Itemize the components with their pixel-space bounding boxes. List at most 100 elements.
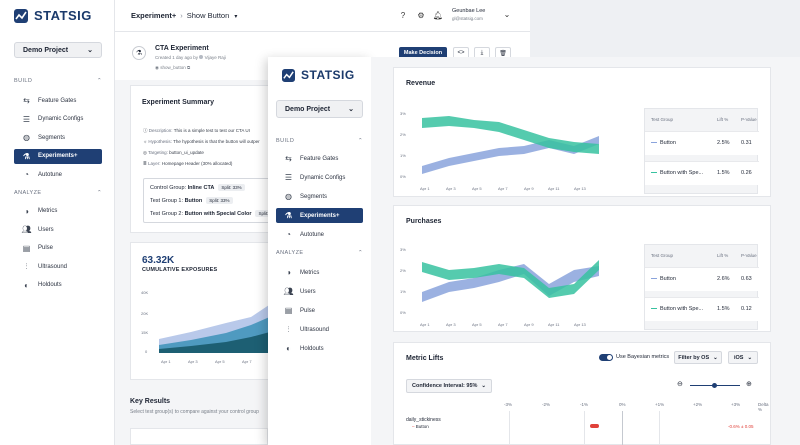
y-tick: 20K: [141, 311, 148, 316]
build-section-header[interactable]: BUILD ⌃: [276, 138, 363, 144]
x-tick: Apr 1: [161, 359, 171, 364]
x-tick: Apr 1: [420, 186, 430, 191]
lift-value: 1.5%: [717, 170, 730, 176]
sidebar-item-segments[interactable]: ◍ Segments: [14, 130, 102, 145]
build-section-header[interactable]: BUILD ⌃: [14, 78, 102, 84]
sidebar-item-experiments[interactable]: ⚗ Experiments+: [14, 148, 102, 164]
zoom-slider-handle[interactable]: [712, 383, 717, 388]
x-tick: Apr 1: [420, 322, 430, 327]
group-name: Button: [184, 198, 203, 204]
y-tick: 0: [145, 349, 148, 354]
sidebar-item-holdouts[interactable]: ◐ Holdouts: [276, 341, 363, 356]
sidebar-item-feature-gates[interactable]: ⇆ Feature Gates: [276, 151, 363, 166]
bell-icon[interactable]: 🔔︎: [432, 10, 444, 20]
breadcrumb-current[interactable]: Show Button: [186, 11, 230, 20]
exposures-card: 63.32K CUMULATIVE EXPOSURES 40K 20K 15K …: [130, 242, 281, 380]
chevron-down-icon[interactable]: ▾: [234, 14, 238, 20]
statsig-logo[interactable]: STATSIG: [14, 8, 92, 23]
sidebar-item-ultrasound[interactable]: ⫶ Ultrasound: [276, 322, 363, 337]
sidebar-item-label: Metrics: [300, 269, 320, 276]
pulse-icon: ▤: [284, 306, 293, 315]
analyze-section-header[interactable]: ANALYZE ⌃: [14, 190, 102, 196]
sidebar-item-holdouts[interactable]: ◐ Holdouts: [14, 278, 102, 293]
zoom-out-icon[interactable]: ⊖: [677, 381, 683, 388]
group-label: Button: [660, 276, 676, 282]
user-menu[interactable]: Geunbae Lee gl@statsig.com: [452, 8, 485, 22]
sidebar-item-segments[interactable]: ◍ Segments: [276, 189, 363, 204]
sidebar-item-users[interactable]: 👥︎ Users: [276, 284, 363, 299]
revenue-chart: 3% 2% 1% 0% Apr 1 Apr 3 Apr 5 Apr 7 Apr …: [400, 111, 599, 191]
x-tick: Apr 7: [498, 186, 508, 191]
sidebar-item-ultrasound[interactable]: ⫶ Ultrasound: [14, 259, 102, 274]
targeting-key: Targeting:: [148, 150, 168, 155]
sidebar-item-autotune[interactable]: ◔ Autotune: [14, 167, 102, 182]
zoom-in-icon[interactable]: ⊕: [746, 381, 752, 388]
author-name[interactable]: Vijaye Raji: [204, 55, 226, 60]
project-select[interactable]: Demo Project ⌄: [14, 42, 102, 58]
trash-icon[interactable]: 🗑︎: [495, 47, 511, 59]
ultrasound-icon: ⫶: [25, 261, 28, 271]
delta-label: Delta %: [758, 402, 769, 412]
x-tick: Apr 7: [498, 322, 508, 327]
analyze-section-header[interactable]: ANALYZE ⌃: [276, 250, 363, 256]
metric-delta-value: -0.6% ± 0.05: [728, 424, 754, 429]
chevron-down-icon[interactable]: ⌄: [503, 9, 511, 19]
layer-value[interactable]: Homepage Header (30% allocated): [161, 161, 233, 166]
copy-icon[interactable]: ⧉: [187, 65, 191, 70]
author-avatar: [199, 55, 204, 59]
purchases-title: Purchases: [406, 218, 442, 225]
project-select[interactable]: Demo Project ⌄: [276, 100, 363, 118]
gauge-icon: ◑: [286, 268, 291, 277]
user-name: Geunbae Lee: [452, 8, 486, 14]
make-decision-button[interactable]: Make Decision: [399, 47, 447, 59]
bayesian-toggle[interactable]: [599, 354, 613, 361]
lift-value: 1.5%: [717, 306, 730, 312]
metric-lifts-card: Metric Lifts Use Bayesian metrics Filter…: [393, 342, 771, 445]
table-row[interactable]: Button 2.5% 0.31: [645, 131, 759, 155]
sidebar-item-metrics[interactable]: ◑ Metrics: [276, 265, 363, 280]
lifts-title: Metric Lifts: [406, 355, 444, 362]
sliders-icon: ☰: [22, 114, 31, 124]
summary-layer: ≣ Layer: Homepage Header (30% allocated): [143, 161, 232, 167]
sidebar-item-experiments[interactable]: ⚗ Experiments+: [276, 208, 363, 223]
purchases-card: Purchases 3% 2% 1% 0% Apr 1 Apr 3 Apr 5 …: [393, 205, 771, 332]
sidebar-item-pulse[interactable]: ▤ Pulse: [14, 241, 102, 256]
chevron-up-icon: ⌃: [357, 138, 363, 144]
group-row: Test Group 2: Button with Special Color S…: [150, 210, 282, 217]
sidebar-item-metrics[interactable]: ◑ Metrics: [14, 204, 102, 219]
y-tick: 0%: [400, 174, 406, 179]
targeting-value[interactable]: button_ui_update: [169, 150, 204, 155]
gear-icon[interactable]: ⚙: [417, 10, 425, 20]
pulse-icon: ▤: [22, 243, 31, 253]
purchases-table: Test Group Lift % P-Value Button 2.6% 0.63…: [644, 244, 759, 330]
exposures-label: CUMULATIVE EXPOSURES: [142, 267, 218, 273]
project-name: Demo Project: [285, 105, 331, 113]
table-row[interactable]: Button with Spe... 1.5% 0.12: [645, 297, 759, 321]
lift-interval-bar[interactable]: [590, 424, 599, 428]
p-value: 0.12: [741, 306, 752, 312]
os-dropdown[interactable]: iOS ⌄: [728, 351, 758, 364]
confidence-dropdown[interactable]: Confidence Interval: 95% ⌄: [406, 379, 492, 393]
group-row: Test Group 1: Button Split: 33%: [150, 197, 233, 204]
sidebar-item-pulse[interactable]: ▤ Pulse: [276, 303, 363, 318]
group-prefix: Control Group:: [150, 185, 187, 191]
experiment-summary-card: Experiment Summary ⓘ Description: This i…: [130, 85, 283, 233]
metric-name: daily_stickiness: [406, 417, 441, 423]
sidebar-item-users[interactable]: 👥︎ Users: [14, 222, 102, 237]
sidebar-item-dynamic-configs[interactable]: ☰ Dynamic Configs: [276, 170, 363, 185]
y-tick: 2%: [400, 268, 406, 273]
sidebar-item-dynamic-configs[interactable]: ☰ Dynamic Configs: [14, 112, 102, 127]
filter-os-dropdown[interactable]: Filter by OS ⌄: [674, 351, 722, 364]
y-tick: 1%: [400, 289, 406, 294]
statsig-logo[interactable]: STATSIG: [282, 68, 355, 82]
axis-tick: -2%: [542, 402, 551, 407]
table-row[interactable]: Button 2.6% 0.63: [645, 267, 759, 291]
y-tick: 15K: [141, 330, 148, 335]
breadcrumb-root[interactable]: Experiment+: [131, 11, 177, 20]
p-value: 0.31: [741, 140, 752, 146]
table-row[interactable]: Button with Spe... 1.5% 0.26: [645, 161, 759, 185]
sidebar-item-feature-gates[interactable]: ⇆ Feature Gates: [14, 93, 102, 108]
help-icon[interactable]: ?: [400, 10, 406, 20]
sidebar-item-autotune[interactable]: ◔ Autotune: [276, 227, 363, 242]
chevron-down-icon: ⌄: [481, 383, 487, 389]
